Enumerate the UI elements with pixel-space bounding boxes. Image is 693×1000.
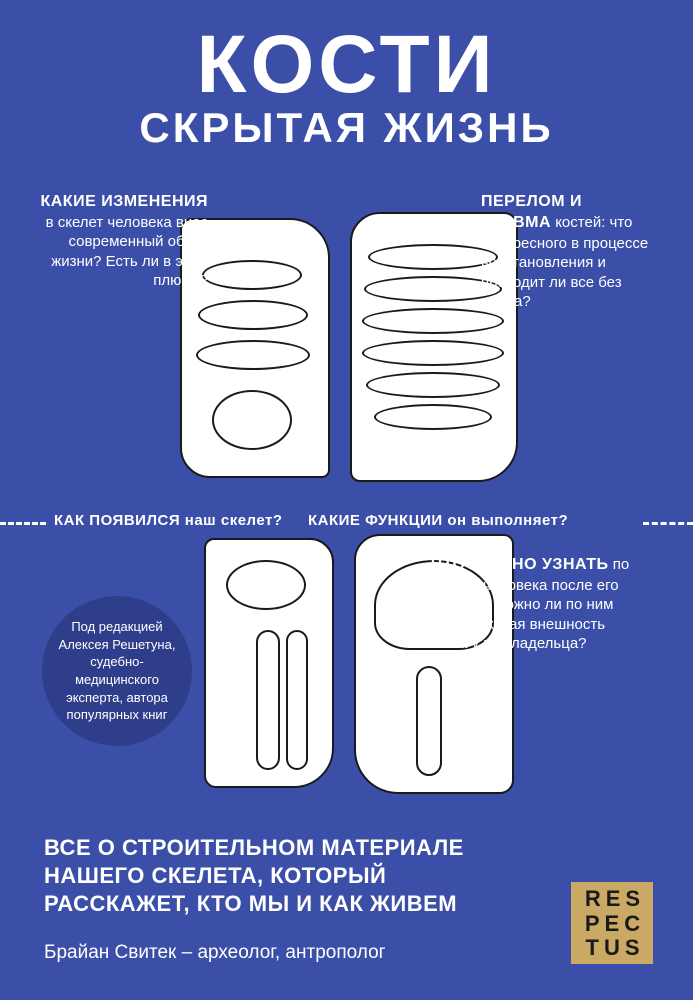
dash-line [0,522,46,525]
callout-lead: ЧТО МОЖНО УЗНАТЬ [431,556,609,573]
tagline: ВСЕ О СТРОИТЕЛЬНОМ МАТЕРИАЛЕ НАШЕГО СКЕЛ… [44,834,524,918]
logo-line: PEC [577,913,653,938]
logo-line: TUS [577,937,653,962]
book-title: КОСТИ [0,0,693,102]
callout-mid-left: КАК ПОЯВИЛСЯ наш скелет? [54,512,283,529]
callout-body: он выполняет? [447,512,568,529]
callout-lead: КАКИЕ ФУНКЦИИ [308,512,443,529]
mid-divider: КАК ПОЯВИЛСЯ наш скелет? КАКИЕ ФУНКЦИИ о… [0,508,693,548]
author-line: Брайан Свитек – археолог, антрополог [44,942,386,964]
logo-line: RES [577,888,653,913]
callout-body: наш скелет? [185,512,283,529]
callout-body: в скелет человека внес современный образ… [46,214,208,290]
callout-lead: КАК ПОЯВИЛСЯ [54,512,180,529]
editor-badge: Под редакцией Алексея Решетуна, судебно-… [42,596,192,746]
bone-fragment [204,538,334,788]
dash-line [643,522,693,525]
book-subtitle: СКРЫТАЯ ЖИЗНЬ [0,104,693,152]
callout-bottom-right: ЧТО МОЖНО УЗНАТЬ по костям человека посл… [431,555,641,654]
publisher-logo: RES PEC TUS [571,882,653,964]
callout-top-right: ПЕРЕЛОМ И ТРАВМА костей: что интересного… [481,192,651,312]
callout-top-left: КАКИЕ ИЗМЕНЕНИЯ в скелет человека внес с… [38,192,208,291]
callout-lead: КАКИЕ ИЗМЕНЕНИЯ [40,193,208,210]
callout-mid-right: КАКИЕ ФУНКЦИИ он выполняет? [308,512,568,529]
editor-text: Под редакцией Алексея Решетуна, судебно-… [56,618,178,723]
book-cover: КОСТИ СКРЫТАЯ ЖИЗНЬ КАКИЕ ИЗМЕНЕ [0,0,693,1000]
